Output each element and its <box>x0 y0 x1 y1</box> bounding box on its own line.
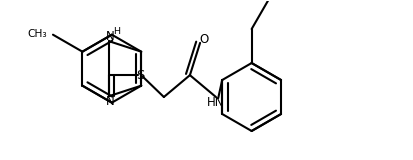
Text: HN: HN <box>206 96 224 109</box>
Text: CH₃: CH₃ <box>28 28 47 39</box>
Text: S: S <box>135 69 144 82</box>
Text: O: O <box>198 33 208 46</box>
Text: N: N <box>105 95 114 108</box>
Text: H: H <box>112 27 119 36</box>
Text: N: N <box>105 30 114 43</box>
